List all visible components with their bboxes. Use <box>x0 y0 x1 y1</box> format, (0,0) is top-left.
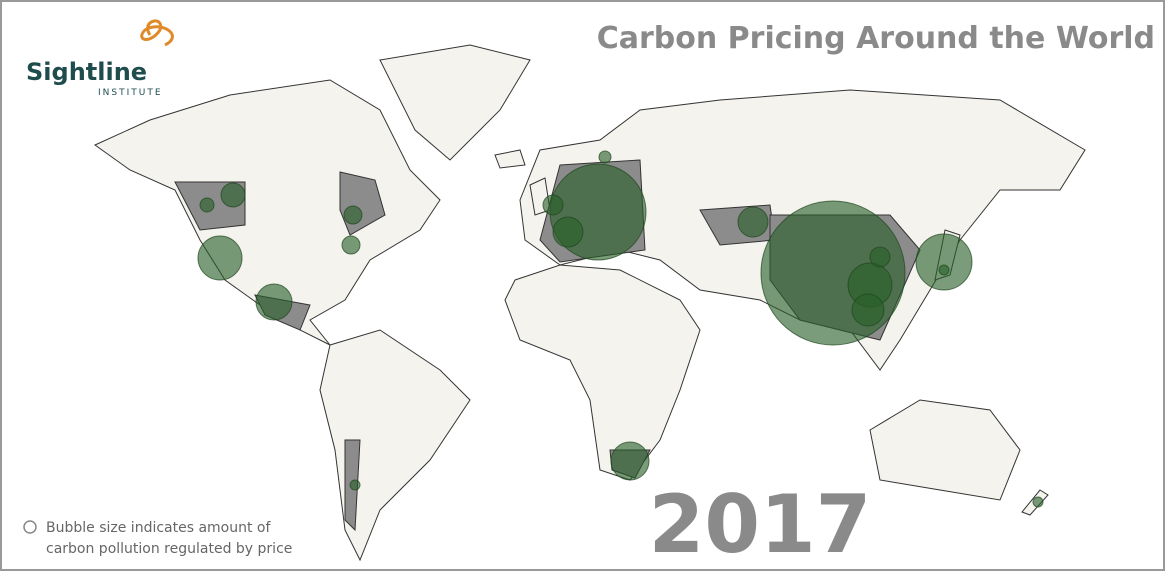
bubble <box>737 206 769 238</box>
south-america <box>319 329 471 562</box>
bubble <box>341 235 361 255</box>
bubble <box>343 205 363 225</box>
logo-sub: INSTITUTE <box>98 88 163 98</box>
logo-name: Sightline <box>26 58 147 86</box>
title: Carbon Pricing Around the World <box>597 21 1155 56</box>
bubble <box>938 264 950 276</box>
logo-mark <box>140 19 174 47</box>
bubble <box>197 235 243 281</box>
bubble <box>552 216 584 248</box>
year: 2017 <box>649 478 872 571</box>
bubble <box>869 246 891 268</box>
bubble <box>851 293 885 327</box>
greenland <box>379 44 531 161</box>
bubble <box>610 441 650 481</box>
australia <box>869 399 1021 501</box>
bubbles <box>197 150 1044 508</box>
bubble <box>1032 496 1044 508</box>
bubble <box>349 479 361 491</box>
bubble <box>542 194 564 216</box>
legend-text: Bubble size indicates amount of <box>46 520 271 536</box>
land <box>94 44 1086 562</box>
legend-text: carbon pollution regulated by price <box>46 541 292 557</box>
north-america <box>94 79 441 346</box>
bubble <box>915 233 973 291</box>
bubble <box>255 283 293 321</box>
logo: Sightline INSTITUTE <box>26 19 174 98</box>
bubble <box>199 197 215 213</box>
legend-symbol <box>23 520 37 534</box>
bubble <box>220 182 246 208</box>
bubble <box>598 150 612 164</box>
iceland <box>494 149 526 169</box>
